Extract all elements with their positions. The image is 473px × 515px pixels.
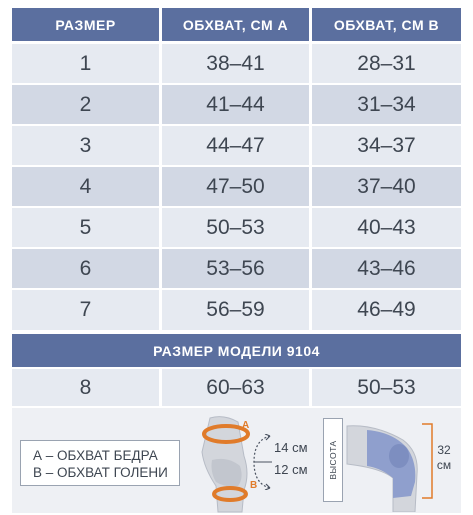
header-girth-a: ОБХВАТ, СМ А — [162, 8, 309, 41]
cell-girth-b-3: 34–37 — [312, 126, 461, 165]
cell-size-2: 2 — [12, 85, 159, 124]
cell-size-4: 4 — [12, 167, 159, 206]
cell-girth-a-5: 50–53 — [162, 208, 309, 247]
cell-girth-b-4: 37–40 — [312, 167, 461, 206]
top-measure: 14 см — [274, 440, 308, 455]
cell-girth-a-1: 38–41 — [162, 44, 309, 83]
header-size: РАЗМЕР — [12, 8, 159, 41]
illustration-panel: А – ОБХВАТ БЕДРА В – ОБХВАТ ГОЛЕНИ А В 1… — [12, 408, 461, 513]
cell-girth-b-5: 40–43 — [312, 208, 461, 247]
cell-girth-b-8: 50–53 — [312, 369, 461, 406]
cell-girth-a-7: 56–59 — [162, 290, 309, 330]
ring-label-a: А — [242, 420, 250, 431]
cell-girth-a-4: 47–50 — [162, 167, 309, 206]
cell-size-8: 8 — [12, 369, 159, 406]
cell-size-5: 5 — [12, 208, 159, 247]
header-girth-b: ОБХВАТ, СМ В — [312, 8, 461, 41]
section-model-9104: РАЗМЕР МОДЕЛИ 9104 — [12, 334, 461, 367]
knee-measure-illustration — [201, 416, 250, 513]
cell-girth-a-8: 60–63 — [162, 369, 309, 406]
cell-girth-b-2: 31–34 — [312, 85, 461, 124]
cell-girth-a-6: 53–56 — [162, 249, 309, 288]
measure-bracket-icon — [253, 434, 272, 490]
height-label-box — [323, 418, 343, 502]
cell-girth-b-7: 46–49 — [312, 290, 461, 330]
cell-size-3: 3 — [12, 126, 159, 165]
legend-line-a: А – ОБХВАТ БЕДРА — [33, 448, 158, 463]
knee-height-illustration — [346, 425, 418, 512]
ring-label-b: В — [250, 480, 258, 491]
cell-girth-b-6: 43–46 — [312, 249, 461, 288]
height-value: 32 см — [436, 443, 452, 472]
cell-girth-b-1: 28–31 — [312, 44, 461, 83]
height-bracket-icon — [422, 423, 433, 499]
cell-size-1: 1 — [12, 44, 159, 83]
cell-girth-a-3: 44–47 — [162, 126, 309, 165]
legend-box: А – ОБХВАТ БЕДРА В – ОБХВАТ ГОЛЕНИ — [20, 440, 180, 486]
height-label: ВЫСОТА — [328, 440, 338, 480]
cell-size-6: 6 — [12, 249, 159, 288]
cell-girth-a-2: 41–44 — [162, 85, 309, 124]
legend-line-b: В – ОБХВАТ ГОЛЕНИ — [33, 465, 168, 480]
cell-size-7: 7 — [12, 290, 159, 330]
bottom-measure: 12 см — [274, 462, 308, 477]
